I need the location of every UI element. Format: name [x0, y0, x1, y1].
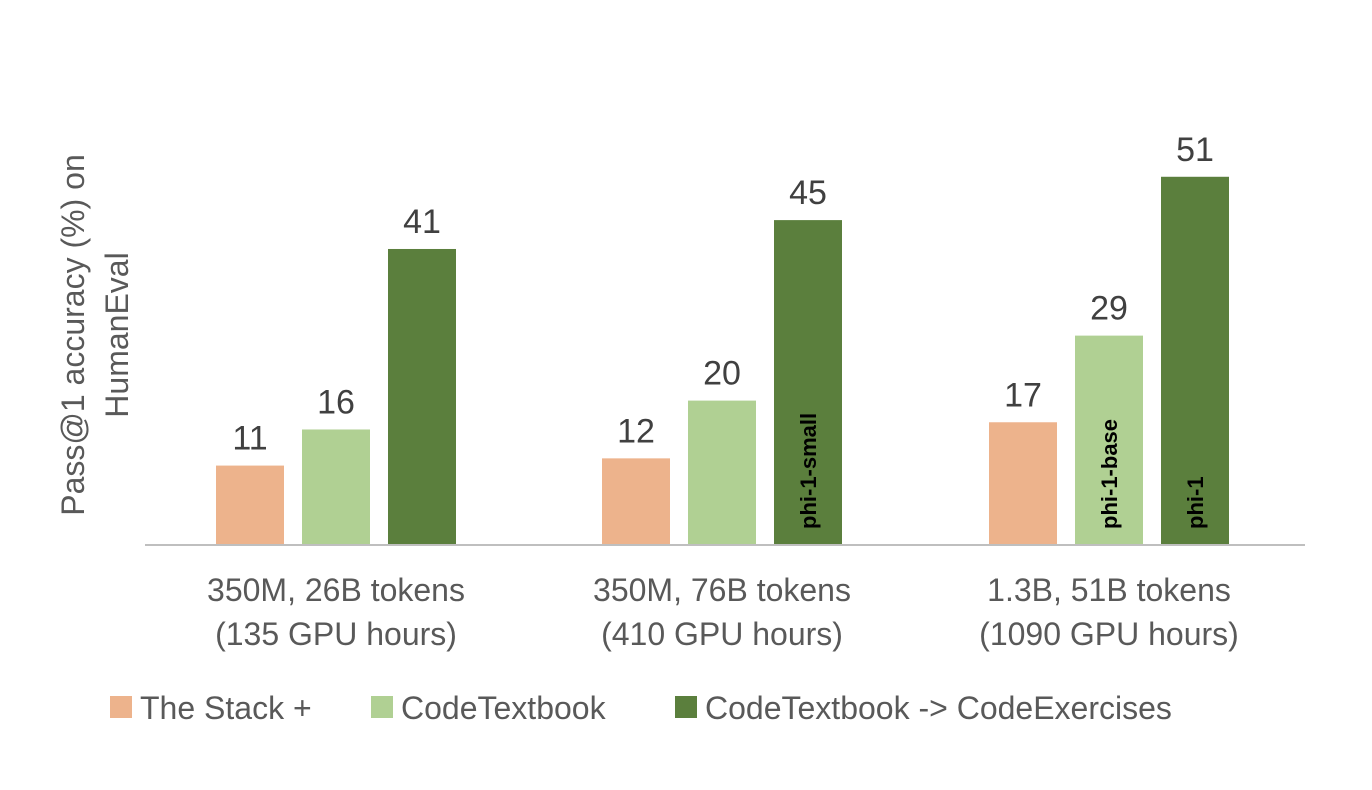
bar-codetextbook-codeexercises-1	[388, 248, 456, 546]
y-axis-label-line: Pass@1 accuracy (%) on	[55, 154, 91, 516]
bar-codetextbook-3	[1075, 335, 1143, 545]
legend-swatch	[675, 696, 697, 718]
bar-the-stack-2	[602, 458, 670, 545]
legend: The Stack + CodeTextbook CodeTextbook -> C…	[110, 690, 1172, 726]
x-tick-label: (135 GPU hours)	[215, 616, 457, 652]
bar-codetextbook-2	[688, 400, 756, 545]
data-label: 29	[1090, 290, 1128, 328]
x-tick-label: (410 GPU hours)	[601, 616, 843, 652]
legend-swatch	[110, 696, 132, 718]
bars-layer	[216, 176, 1229, 546]
bar-inner-label: phi-1-small	[796, 413, 821, 529]
bar-codetextbook-1	[302, 429, 370, 545]
bar-codetextbook-codeexercises-2	[774, 220, 842, 545]
x-tick-labels: 350M, 26B tokens (135 GPU hours) 350M, 76B…	[207, 572, 1239, 652]
bar-inner-label: phi-1	[1183, 476, 1208, 529]
data-label: 41	[403, 203, 441, 241]
legend-entry: The Stack +	[140, 690, 312, 726]
bar-codetextbook-codeexercises-3	[1161, 176, 1229, 545]
data-label: 11	[232, 420, 267, 458]
data-label: 12	[617, 412, 655, 450]
bar-inner-label: phi-1-base	[1097, 419, 1122, 529]
data-label: 45	[789, 174, 827, 212]
data-label: 20	[703, 355, 741, 393]
data-label: 16	[317, 383, 355, 421]
y-axis-label-line: HumanEval	[99, 252, 135, 417]
legend-entry: CodeTextbook -> CodeExercises	[705, 690, 1172, 726]
x-tick-label: 1.3B, 51B tokens	[987, 572, 1231, 608]
bar-the-stack-3	[989, 422, 1057, 545]
data-label: 17	[1004, 376, 1042, 414]
data-label: 51	[1176, 131, 1214, 169]
x-tick-label: 350M, 26B tokens	[207, 572, 465, 608]
x-tick-label: (1090 GPU hours)	[979, 616, 1239, 652]
bar-the-stack-1	[216, 465, 284, 545]
labels-layer: 11 16 41 12 20 45 phi-1-small 17 29 phi-1-base 51 p…	[232, 131, 1214, 529]
x-tick-label: 350M, 76B tokens	[593, 572, 851, 608]
legend-entry: CodeTextbook	[401, 690, 607, 726]
y-axis-label: Pass@1 accuracy (%) on HumanEval	[55, 154, 135, 516]
legend-swatch	[371, 696, 393, 718]
